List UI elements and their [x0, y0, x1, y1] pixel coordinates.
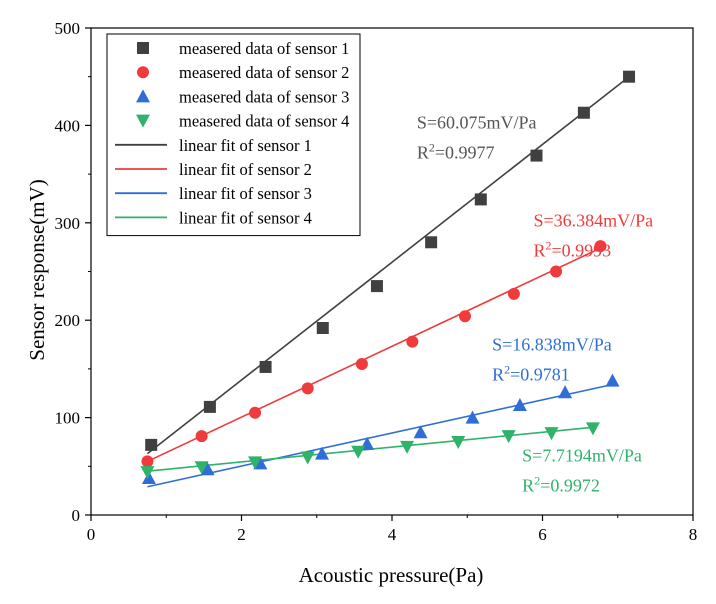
legend-marker-swatch: [137, 66, 149, 79]
data-point-series-1: [316, 321, 329, 334]
data-point-series-2: [594, 240, 607, 253]
data-point-series-1: [425, 236, 438, 249]
y-tick-label: 100: [55, 409, 81, 428]
x-axis-label: Acoustic pressure(Pa): [299, 563, 484, 587]
data-point-series-3: [605, 373, 620, 387]
legend-box: [106, 33, 361, 237]
data-point-series-1: [577, 106, 590, 119]
data-point-series-3: [315, 446, 330, 460]
legend: measered data of sensor 1 measered data o…: [106, 33, 361, 237]
slope-annotation-1: S=60.075mV/Pa: [417, 112, 537, 132]
data-point-series-2: [458, 310, 471, 323]
fit-line-series-1: [146, 76, 630, 455]
slope-annotation-2: S=36.384mV/Pa: [533, 211, 653, 231]
legend-label: linear fit of sensor 4: [179, 208, 312, 227]
data-markers: [140, 70, 636, 484]
legend-label: linear fit of sensor 3: [179, 184, 312, 203]
legend-label: measered data of sensor 3: [179, 87, 349, 106]
data-point-series-3: [512, 397, 527, 411]
y-tick-label: 0: [72, 506, 81, 525]
x-tick-label: 0: [87, 525, 96, 544]
data-point-series-2: [195, 430, 208, 443]
slope-annotation-3: S=16.838mV/Pa: [492, 334, 612, 354]
y-tick-label: 200: [55, 311, 81, 330]
annotations: S=60.075mV/Pa R2=0.9977 S=36.384mV/Pa R2=0.…: [417, 112, 653, 495]
x-tick-label: 4: [388, 525, 397, 544]
fit-line-series-2: [147, 247, 601, 463]
fit-line-series-3: [147, 383, 613, 488]
x-tick-label: 6: [538, 525, 547, 544]
y-tick-label: 500: [55, 19, 81, 38]
data-point-series-4: [300, 451, 315, 465]
data-point-series-4: [140, 466, 155, 480]
data-point-series-1: [259, 360, 272, 373]
x-tick-label: 8: [689, 525, 698, 544]
legend-label: measered data of sensor 1: [179, 39, 349, 58]
r-squared-annotation-1: R2=0.9977: [417, 140, 495, 162]
data-point-series-4: [351, 445, 366, 459]
y-axis: 0 100 200 300 400 500: [55, 19, 91, 525]
data-point-series-1: [474, 193, 487, 206]
r-squared-annotation-4: R2=0.9972: [522, 473, 600, 495]
data-point-series-3: [200, 462, 215, 476]
data-point-series-1: [530, 149, 543, 162]
data-point-series-1: [370, 280, 383, 293]
data-point-series-3: [253, 456, 268, 470]
data-point-series-4: [248, 456, 263, 470]
legend-label: measered data of sensor 2: [179, 63, 349, 82]
data-point-series-1: [203, 400, 216, 413]
data-point-series-3: [141, 470, 156, 484]
x-axis: 0 2 4 6 8: [87, 515, 698, 544]
data-point-series-3: [413, 425, 428, 439]
data-point-series-1: [623, 70, 636, 83]
legend-marker-swatch: [136, 114, 150, 128]
data-point-series-3: [558, 385, 573, 399]
data-point-series-2: [249, 406, 262, 419]
data-point-series-2: [550, 265, 563, 278]
r-squared-annotation-3: R2=0.9781: [492, 362, 570, 384]
slope-annotation-4: S=7.7194mV/Pa: [522, 445, 642, 465]
data-point-series-2: [355, 358, 368, 371]
data-point-series-4: [585, 422, 600, 436]
y-tick-label: 400: [55, 116, 81, 135]
y-axis-label: Sensor response(mV): [25, 179, 49, 360]
data-point-series-4: [544, 427, 559, 441]
y-tick-label: 300: [55, 214, 81, 233]
data-point-series-2: [301, 382, 314, 395]
data-point-series-4: [194, 461, 209, 475]
legend-marker-swatch: [137, 42, 149, 54]
data-point-series-4: [451, 435, 466, 449]
r-squared-annotation-2: R2=0.9993: [533, 239, 611, 261]
data-point-series-3: [465, 410, 480, 424]
data-point-series-1: [145, 438, 158, 451]
data-point-series-2: [141, 455, 154, 468]
data-point-series-4: [400, 440, 415, 454]
x-tick-label: 2: [237, 525, 246, 544]
legend-label: linear fit of sensor 1: [179, 136, 312, 155]
legend-label: measered data of sensor 4: [179, 112, 349, 131]
legend-marker-swatch: [136, 89, 150, 103]
data-point-series-2: [406, 335, 419, 348]
legend-label: linear fit of sensor 2: [179, 160, 312, 179]
data-point-series-4: [501, 430, 516, 444]
data-point-series-2: [507, 287, 520, 300]
